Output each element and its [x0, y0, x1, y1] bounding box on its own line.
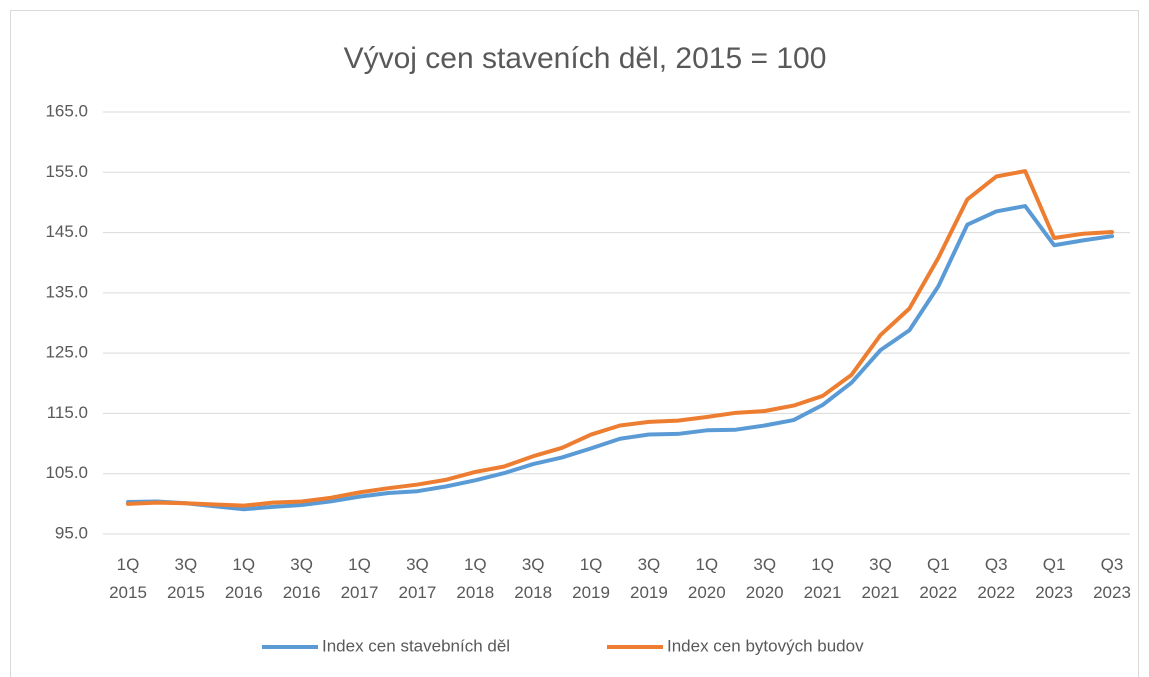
x-tick-label: 3Q 2019	[630, 555, 668, 602]
series-line	[126, 169, 1114, 508]
x-tick-label: 1Q 2021	[803, 555, 842, 602]
x-tick-label: 1Q 2016	[224, 555, 263, 602]
x-tick-label: 1Q 2020	[687, 555, 726, 602]
y-tick-label: 95.0	[55, 523, 88, 542]
x-tick-label: Q3 2022	[977, 555, 1016, 602]
x-tick-label: 1Q 2019	[572, 555, 610, 602]
x-tick-label: Q1 2023	[1035, 555, 1074, 602]
legend-label: Index cen bytových budov	[667, 636, 864, 655]
y-tick-label: 115.0	[47, 403, 88, 422]
legend-label: Index cen stavebních děl	[322, 636, 510, 655]
chart-title: Vývoj cen staveních děl, 2015 = 100	[344, 42, 827, 75]
series-line	[126, 204, 1114, 512]
x-tick-label: 1Q 2017	[340, 555, 379, 602]
y-tick-label: 125.0	[45, 343, 88, 362]
x-tick-label: 1Q 2018	[456, 555, 495, 602]
x-tick-label: Q1 2022	[919, 555, 958, 602]
x-tick-label: 3Q 2020	[745, 555, 784, 602]
x-tick-label: 3Q 2021	[861, 555, 900, 602]
x-tick-label: 1Q 2015	[109, 555, 147, 602]
y-tick-label: 165.0	[45, 101, 88, 120]
x-tick-label: 3Q 2017	[398, 555, 437, 602]
y-tick-label: 145.0	[45, 222, 88, 241]
y-tick-label: 135.0	[45, 282, 88, 301]
chart-border	[10, 10, 1139, 677]
y-tick-label: 105.0	[45, 463, 88, 482]
y-tick-label: 155.0	[45, 162, 88, 181]
x-tick-label: 3Q 2015	[166, 555, 205, 602]
x-tick-label: Q3 2023	[1093, 555, 1131, 602]
x-tick-label: 3Q 2016	[282, 555, 321, 602]
x-tick-label: 3Q 2018	[514, 555, 553, 602]
